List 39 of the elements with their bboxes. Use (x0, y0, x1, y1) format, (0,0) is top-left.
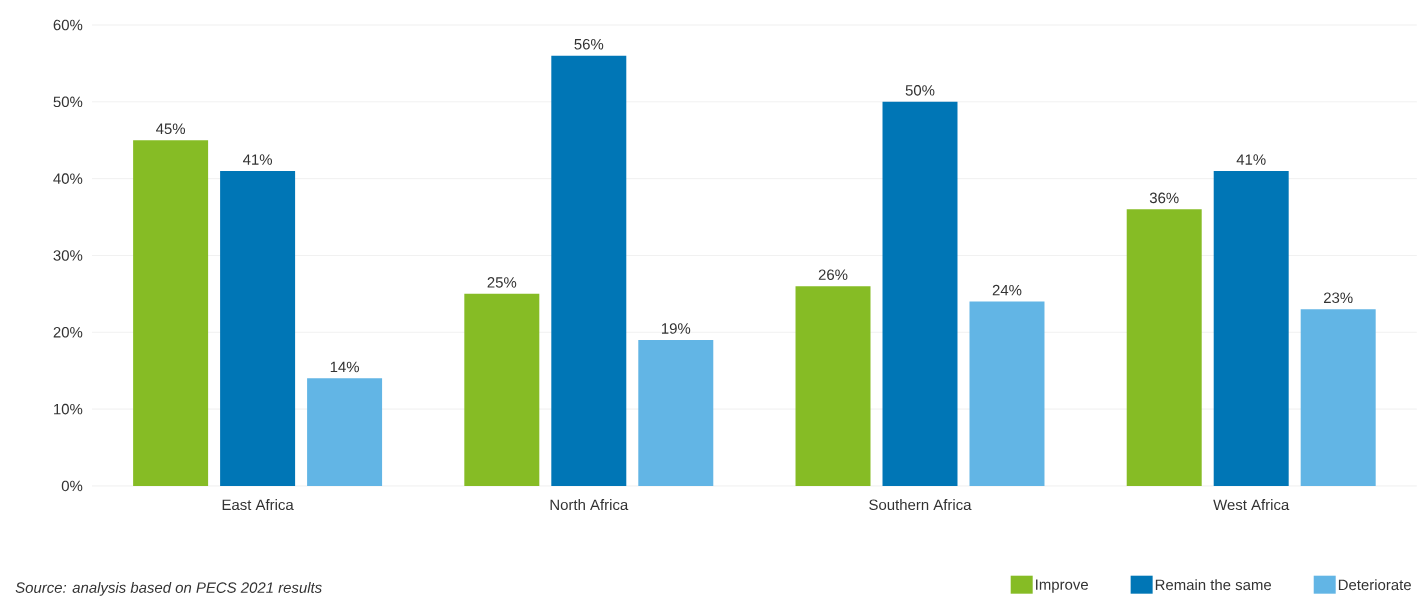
bar (882, 101, 958, 486)
data-label: 50% (905, 85, 935, 96)
bar (551, 55, 627, 486)
bar (638, 340, 714, 486)
data-label: 26% (818, 269, 848, 281)
legend-label: Remain the same (1155, 579, 1272, 591)
data-label: 23% (1323, 292, 1353, 304)
bar (464, 293, 540, 486)
data-label: 24% (992, 284, 1022, 296)
data-label: 19% (661, 323, 691, 334)
bar (1213, 171, 1289, 486)
bar (1300, 309, 1376, 486)
y-tick-label: 10% (54, 403, 83, 415)
bar (307, 378, 383, 486)
x-tick-label: North Africa (550, 499, 629, 511)
data-label: 41% (1236, 154, 1266, 165)
bar (133, 140, 209, 486)
bar (795, 286, 871, 486)
data-label: 41% (242, 154, 273, 165)
bar (1126, 209, 1202, 486)
bar (220, 171, 296, 486)
data-label: 36% (1149, 192, 1179, 204)
y-tick-label: 0% (61, 480, 83, 492)
data-label: 14% (330, 361, 359, 373)
data-label: 56% (574, 39, 604, 50)
x-tick-label: East Africa (222, 499, 294, 511)
legend-label: Improve (1036, 579, 1088, 593)
y-tick-label: 50% (53, 96, 83, 108)
source-note: Source: analysis based on PECS 2021 results (15, 581, 322, 596)
legend-label: Deteriorate (1338, 579, 1411, 591)
y-tick-label: 40% (53, 173, 83, 184)
data-label: 45% (156, 123, 186, 135)
x-tick-label: Southern Africa (869, 499, 972, 511)
y-tick-label: 60% (53, 19, 83, 31)
x-tick-label: West Africa (1213, 499, 1290, 511)
data-label: 25% (487, 277, 517, 288)
y-tick-label: 30% (53, 250, 83, 261)
bar (969, 301, 1045, 486)
y-tick-label: 20% (53, 327, 83, 338)
